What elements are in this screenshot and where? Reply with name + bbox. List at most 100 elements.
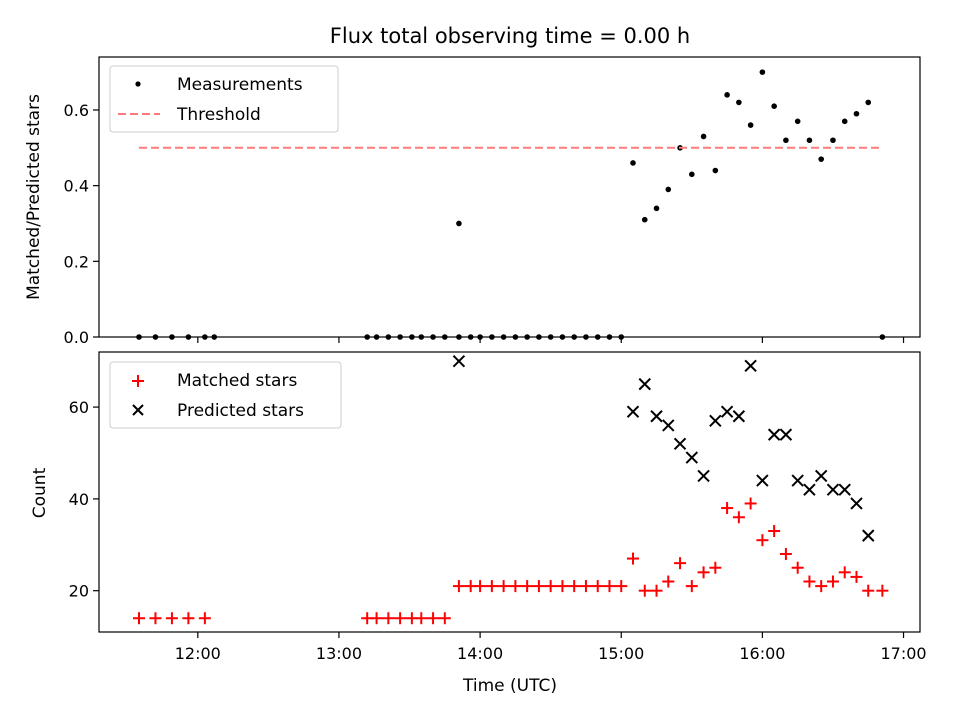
measurement-point — [583, 334, 589, 340]
measurement-point — [665, 186, 672, 193]
measurement-point — [747, 122, 754, 128]
matched-stars-point — [662, 575, 675, 588]
predicted-stars-point — [862, 529, 875, 542]
predicted-stars-point — [732, 410, 746, 423]
measurement-point — [547, 334, 554, 340]
matched-stars-point — [721, 502, 734, 515]
measurement-point — [185, 334, 192, 340]
measurement-point — [512, 334, 519, 340]
predicted-stars-point — [744, 359, 757, 372]
top-legend-box — [109, 65, 339, 133]
matched-stars-point — [685, 580, 698, 593]
measurement-point — [771, 103, 777, 109]
bottom-legend: Matched stars Predicted stars — [109, 361, 342, 429]
measurement-point — [152, 334, 159, 340]
measurement-point — [794, 118, 801, 125]
ytick-label: 20 — [69, 582, 89, 601]
measurement-point — [467, 334, 474, 340]
measurement-point — [489, 334, 495, 340]
matched-stars-point — [415, 612, 428, 625]
predicted-stars-point — [756, 474, 769, 487]
measurement-point — [524, 334, 530, 340]
predicted-stars-point — [838, 483, 851, 496]
xtick-label: 16:00 — [739, 644, 785, 663]
predicted-stars-point — [638, 377, 651, 391]
bottom-marks — [132, 354, 889, 625]
measurement-point — [136, 334, 142, 340]
measurement-point — [806, 137, 813, 144]
predicted-stars-point — [803, 483, 816, 496]
measurement-point — [606, 334, 613, 340]
matched-stars-point — [556, 580, 569, 593]
measurement-point — [477, 334, 483, 340]
matched-stars-point — [485, 580, 498, 593]
bottom-panel-frame — [98, 351, 921, 633]
matched-stars-point — [862, 584, 875, 597]
matched-stars-point — [132, 612, 145, 625]
predicted-stars-point — [709, 414, 722, 428]
measurement-point — [385, 334, 392, 340]
matched-stars-point — [497, 580, 510, 593]
matched-stars-point — [452, 580, 465, 593]
matched-stars-point — [838, 566, 851, 579]
matched-stars-point — [591, 580, 604, 593]
measurement-point — [211, 334, 218, 340]
ytick-label: 40 — [69, 490, 89, 509]
top-panel: Matched/Predicted stars 0.0 0.2 0.4 0.6 Mea… — [24, 56, 921, 347]
predicted-stars-point — [767, 428, 781, 441]
predicted-stars-point — [826, 483, 840, 496]
matched-stars-point — [732, 511, 745, 524]
bottom-xticks: 12:00 13:00 14:00 15:00 16:00 17:00 — [175, 632, 927, 663]
measurement-point — [630, 160, 636, 166]
measurement-point — [397, 334, 403, 340]
predicted-stars-point — [720, 405, 734, 418]
matched-stars-point — [382, 612, 395, 625]
predicted-stars-point — [791, 474, 804, 487]
chart-title: Flux total observing time = 0.00 h — [330, 24, 690, 48]
matched-stars-point — [779, 547, 792, 560]
bottom-ylabel: Count — [30, 467, 50, 518]
measurement-point — [364, 334, 370, 340]
predicted-stars-point — [697, 469, 710, 483]
matched-stars-point — [850, 570, 863, 583]
matched-stars-point — [826, 575, 839, 588]
ytick-label: 0.2 — [64, 252, 89, 271]
matched-stars-point — [876, 584, 889, 597]
measurement-point — [571, 334, 577, 340]
measurement-point — [500, 334, 507, 340]
matched-stars-point — [198, 612, 211, 625]
legend-measurements-marker — [135, 81, 141, 87]
measurement-point — [830, 137, 836, 144]
legend-threshold-label: Threshold — [176, 105, 261, 125]
measurement-point — [700, 133, 707, 140]
matched-stars-point — [627, 552, 640, 565]
bottom-yticks: 20 40 60 — [69, 398, 99, 601]
measurement-point — [409, 334, 415, 340]
matched-stars-point — [638, 584, 651, 597]
measurement-point — [373, 334, 380, 340]
measurement-point — [456, 220, 462, 227]
measurement-point — [202, 334, 208, 340]
xtick-label: 14:00 — [457, 644, 503, 663]
top-panel-frame — [98, 56, 921, 338]
xtick-label: 17:00 — [880, 644, 926, 663]
measurement-point — [594, 334, 601, 340]
measurement-point — [879, 334, 886, 340]
ytick-label: 0.6 — [64, 101, 89, 120]
matched-stars-point — [709, 561, 722, 574]
matched-stars-point — [521, 580, 534, 593]
matched-stars-point — [791, 561, 804, 574]
matched-stars-point — [579, 580, 592, 593]
measurement-point — [456, 334, 462, 340]
measurement-point — [653, 205, 660, 212]
matched-stars-point — [509, 580, 522, 593]
measurement-point — [689, 171, 695, 178]
predicted-stars-point — [850, 497, 863, 510]
predicted-stars-point — [685, 451, 699, 464]
matched-stars-point — [756, 534, 769, 547]
bottom-legend-box — [109, 361, 342, 429]
matched-stars-point — [815, 580, 828, 593]
ytick-label: 0.0 — [64, 328, 89, 347]
